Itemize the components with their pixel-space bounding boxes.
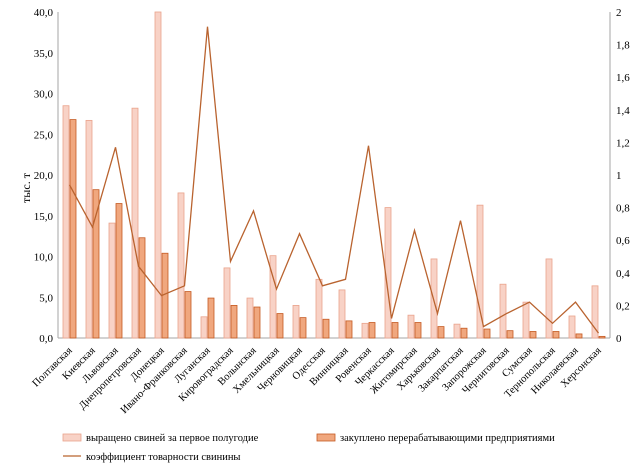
bar-grown — [108, 222, 116, 339]
bar-purchased — [460, 327, 468, 339]
y-tick-label: 20,0 — [34, 170, 54, 182]
y2-tick-label: 1,4 — [616, 105, 630, 117]
y-tick-label: 40,0 — [34, 7, 54, 19]
y-tick-label: 5,0 — [39, 292, 53, 304]
bar-grown — [315, 278, 323, 339]
y-tick-label: 15,0 — [34, 211, 54, 223]
bar-grown — [200, 316, 208, 339]
bar-grown — [85, 119, 93, 339]
bar-grown — [407, 314, 415, 339]
y-tick-label: 25,0 — [34, 129, 54, 141]
bar-purchased — [138, 237, 146, 339]
ratio-line-layer — [68, 26, 600, 334]
bar-purchased — [506, 330, 514, 339]
bar-purchased — [115, 203, 123, 339]
y-tick-label: 35,0 — [34, 48, 54, 60]
bar-grown — [568, 315, 576, 339]
bar-purchased — [575, 333, 583, 339]
bar-grown — [223, 267, 231, 339]
bar-grown — [131, 107, 139, 339]
bar-purchased — [391, 322, 399, 339]
y2-tick-label: 1,8 — [616, 40, 630, 52]
bar-purchased — [437, 326, 445, 339]
y2-tick-label: 0,6 — [616, 235, 630, 247]
bar-grown — [453, 323, 461, 339]
bar-grown — [361, 322, 369, 339]
bar-grown — [338, 289, 346, 339]
bar-grown — [476, 204, 484, 339]
bar-purchased — [529, 331, 537, 339]
bar-grown — [430, 258, 438, 339]
bar-purchased — [368, 322, 376, 339]
bar-purchased — [253, 306, 261, 339]
bar-grown — [177, 192, 185, 339]
y2-tick-label: 1,6 — [616, 72, 630, 84]
y-tick-label: 10,0 — [34, 252, 54, 264]
legend-swatch-purchased — [316, 433, 336, 442]
legend-label-grown: выращено свиней за первое полугодие — [86, 433, 259, 444]
bar-purchased — [207, 297, 215, 339]
bar-purchased — [276, 313, 284, 339]
y2-tick-label: 0,8 — [616, 203, 630, 215]
bar-purchased — [345, 320, 353, 339]
bar-purchased — [483, 328, 491, 339]
bars — [62, 11, 606, 339]
bar-purchased — [552, 331, 560, 339]
bar-grown — [154, 11, 162, 339]
bar-grown — [62, 105, 70, 339]
bar-purchased — [322, 318, 330, 339]
legend-label-purchased: закуплено перерабатывающими предприятиям… — [340, 433, 555, 444]
legend: выращено свиней за первое полугодие заку… — [62, 433, 555, 463]
bar-grown — [591, 285, 599, 339]
y2-tick-label: 2 — [616, 7, 622, 19]
y2-tick-label: 0 — [616, 333, 622, 345]
bar-grown — [269, 255, 277, 339]
y2-tick-label: 0,4 — [616, 268, 630, 280]
bar-purchased — [230, 304, 238, 339]
bar-grown — [522, 301, 530, 339]
y2-tick-label: 1 — [616, 170, 622, 182]
legend-swatch-grown — [62, 433, 82, 442]
y-tick-label: 0,0 — [39, 333, 53, 345]
bar-purchased — [184, 291, 192, 339]
bar-purchased — [92, 189, 100, 339]
y-tick-label: 30,0 — [34, 89, 54, 101]
bar-grown — [499, 283, 507, 339]
legend-label-ratio: коэффициент товарности свинины — [86, 452, 241, 463]
bar-purchased — [299, 317, 307, 339]
bar-grown — [545, 258, 553, 339]
y2-tick-label: 0,2 — [616, 300, 630, 312]
bar-purchased — [598, 335, 606, 339]
bar-grown — [246, 297, 254, 339]
bar-purchased — [69, 119, 77, 339]
axes — [57, 12, 611, 339]
bar-grown — [292, 304, 300, 339]
y2-tick-label: 1,2 — [616, 137, 630, 149]
bar-purchased — [414, 322, 422, 339]
ratio-line — [68, 26, 600, 334]
y-axis-label: тыс. т — [19, 172, 33, 203]
